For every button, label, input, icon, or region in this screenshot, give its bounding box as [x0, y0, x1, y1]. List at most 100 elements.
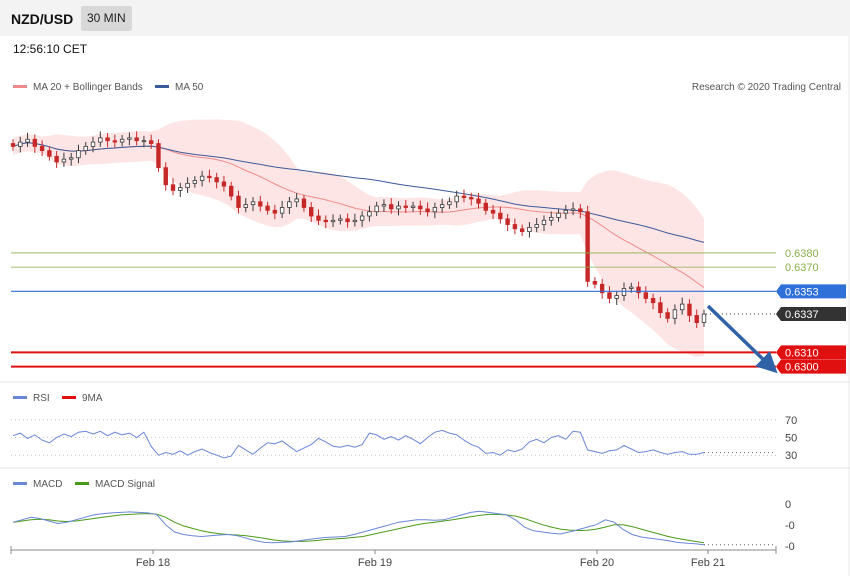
legend-swatch-9ma: [62, 396, 76, 399]
legend-swatch-ma20: [13, 85, 27, 88]
target-label: 0.6310: [785, 347, 819, 359]
candle-down: [389, 204, 394, 210]
levels-layer: 0.6380 0.6370 0.6353 0.6337 0.6310 0.6300: [11, 248, 846, 374]
candle-up: [527, 226, 532, 233]
rsi-tick-label: 70: [785, 415, 797, 427]
x-tick-label: Feb 20: [580, 557, 614, 569]
x-tick-label: Feb 18: [136, 557, 170, 569]
candle-up: [250, 201, 256, 206]
candle-down: [607, 292, 612, 299]
legend-swatch-ma50: [155, 85, 169, 88]
candle-down: [221, 181, 227, 187]
candle-down: [643, 292, 649, 299]
candle-up: [98, 137, 103, 143]
x-tick-label: Feb 19: [358, 557, 392, 569]
candle-up: [381, 204, 387, 207]
candle-up: [90, 141, 96, 147]
candle-down: [461, 195, 467, 198]
pivot-label: 0.6353: [785, 286, 819, 298]
x-tick-label: Feb 21: [691, 557, 725, 569]
candle-down: [207, 175, 212, 179]
candle-down: [599, 283, 605, 294]
candle-up: [192, 180, 198, 184]
candle-up: [294, 198, 299, 203]
candle-down: [512, 224, 518, 230]
candle-up: [185, 182, 190, 188]
candle-up: [25, 138, 30, 143]
last-price-tag: [776, 307, 846, 322]
candle-down: [687, 303, 692, 316]
candle-down: [658, 302, 663, 314]
candle-down: [476, 198, 481, 204]
symbol-label: NZD/USD: [11, 11, 74, 27]
candle-up: [629, 286, 634, 289]
candle-down: [32, 138, 38, 147]
candle-down: [650, 298, 656, 304]
resistance-label: 0.6370: [785, 262, 819, 274]
forecast-arrow: [706, 304, 778, 374]
macd-tick-label: -0: [785, 541, 795, 553]
candle-down: [483, 202, 488, 211]
x-axis-ticks: Feb 18 Feb 19 Feb 20 Feb 21: [136, 550, 725, 569]
rsi-layer: 70 50 30: [11, 415, 797, 462]
candle-down: [309, 207, 314, 217]
candle-down: [592, 280, 598, 285]
candle-down: [519, 228, 525, 233]
candle-up: [614, 295, 619, 299]
candle-up: [287, 201, 292, 208]
candle-up: [178, 187, 183, 191]
candle-up: [83, 145, 88, 152]
candle-up: [701, 313, 707, 323]
rsi-tick-label: 50: [785, 433, 797, 445]
candle-up: [672, 309, 678, 319]
candle-up: [454, 195, 459, 203]
candle-down: [148, 140, 154, 144]
candle-up: [141, 140, 147, 143]
candle-up: [76, 150, 81, 159]
candle-down: [105, 137, 110, 142]
macd-tick-label: -0: [785, 520, 795, 532]
candle-down: [229, 185, 234, 197]
timestamp: 12:56:10 CET: [13, 42, 88, 56]
rsi-line: [12, 429, 705, 459]
candle-down: [490, 209, 496, 214]
legend-ma50: MA 50: [175, 82, 204, 93]
candle-down: [258, 201, 263, 207]
macd-layer: 0 -0 -0: [12, 499, 795, 553]
interval-button[interactable]: 30 MIN: [81, 6, 132, 31]
legend-swatch-rsi: [13, 396, 27, 399]
candle-up: [549, 217, 554, 221]
target-tag: [776, 345, 846, 360]
candle-up: [410, 205, 416, 208]
legend-macd-signal: MACD Signal: [95, 479, 155, 490]
candle-up: [18, 141, 23, 147]
candle-down: [214, 177, 219, 183]
last-price-label: 0.6337: [785, 309, 819, 321]
candle-down: [418, 205, 423, 210]
candle-down: [469, 197, 474, 200]
candle-down: [425, 208, 430, 213]
macd-line: [12, 510, 705, 546]
candle-down: [236, 195, 241, 208]
candle-down: [170, 184, 176, 191]
candle-up: [359, 215, 365, 221]
resistance-label: 0.6380: [785, 248, 819, 260]
target-tag: [776, 359, 846, 374]
candle-down: [272, 209, 278, 214]
candle-up: [679, 303, 685, 311]
candle-down: [694, 315, 699, 323]
candle-up: [61, 158, 67, 163]
candle-down: [665, 312, 670, 319]
candle-down: [10, 143, 16, 147]
candle-down: [498, 212, 503, 220]
candle-up: [119, 138, 125, 143]
candle-down: [301, 198, 307, 208]
candle-up: [367, 211, 372, 217]
candle-up: [330, 219, 336, 223]
price-layer: [10, 119, 707, 358]
legend-swatch-macd: [13, 482, 27, 485]
candle-up: [396, 205, 401, 210]
candle-down: [505, 218, 510, 225]
pivot-tag: [776, 284, 846, 299]
candle-up: [534, 224, 539, 228]
